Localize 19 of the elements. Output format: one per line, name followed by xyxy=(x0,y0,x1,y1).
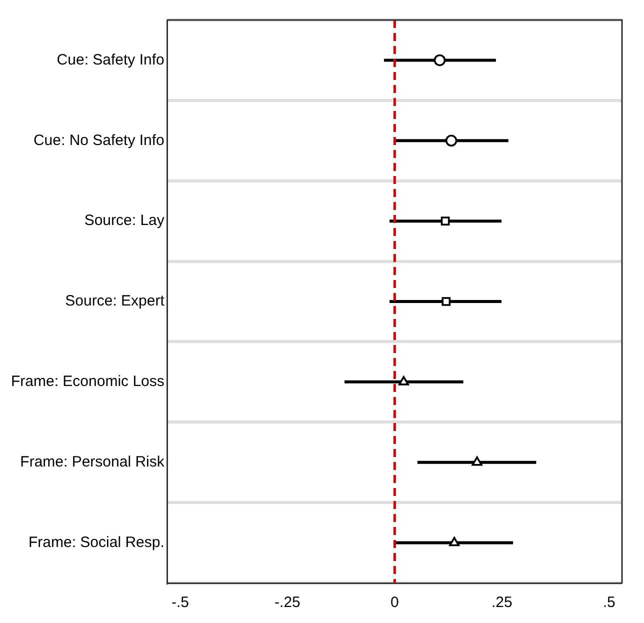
y-tick-label: Frame: Social Resp. xyxy=(28,534,164,551)
x-tick-label: -.25 xyxy=(274,594,300,612)
x-tick-label: 0 xyxy=(390,594,399,612)
point xyxy=(449,536,460,546)
y-tick-label: Source: Lay xyxy=(84,212,165,230)
x-tick-label: -.5 xyxy=(171,594,190,612)
point xyxy=(398,376,409,386)
point xyxy=(440,216,450,226)
point xyxy=(472,456,482,466)
y-tick-label: Cue: No Safety Info xyxy=(33,132,164,149)
point xyxy=(442,297,451,306)
y-tick-label: Frame: Personal Risk xyxy=(20,454,165,470)
x-tick-label: .25 xyxy=(491,594,512,612)
y-tick-label: Cue: Safety Info xyxy=(56,51,164,68)
y-tick-label: Source: Expert xyxy=(65,292,166,310)
x-tick-label: .5 xyxy=(602,594,616,612)
point xyxy=(445,134,458,147)
point xyxy=(434,54,446,66)
y-tick-label: Frame: Economic Loss xyxy=(10,373,164,390)
